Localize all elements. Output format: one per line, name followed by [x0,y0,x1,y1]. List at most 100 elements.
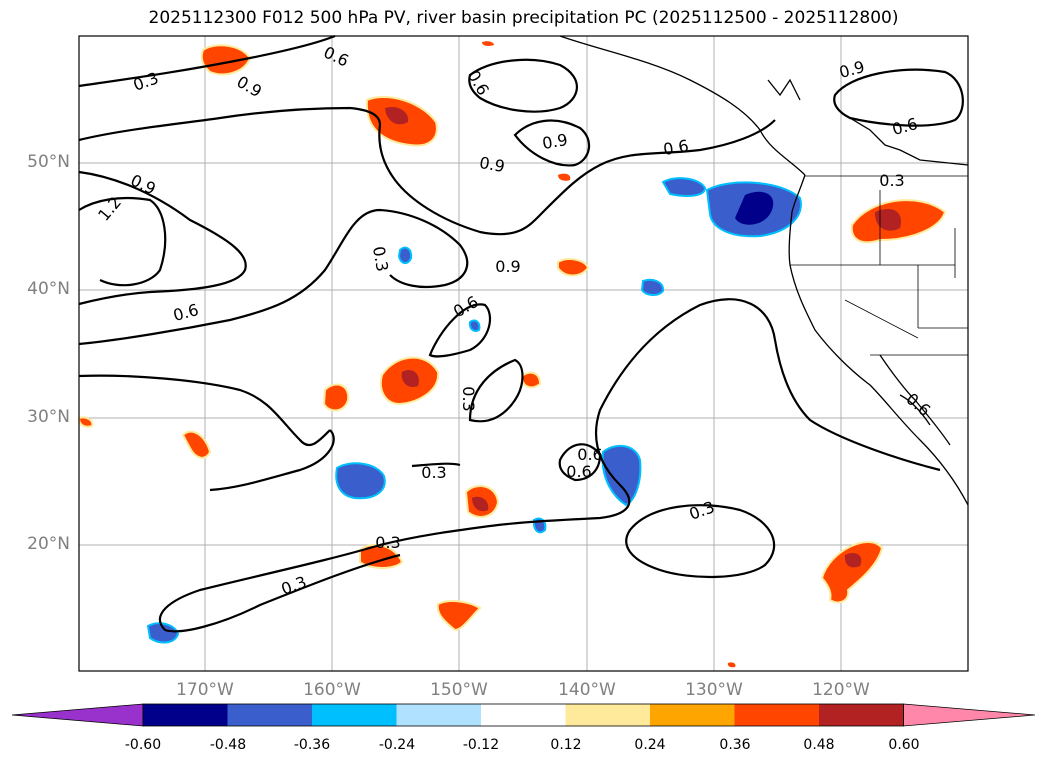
precip-core-pos [401,369,419,388]
colorbar-tick-label: -0.24 [378,737,416,753]
colorbar-tick-label: 0.12 [550,737,582,753]
coastlines [559,35,969,506]
contour-label: 0.6 [902,389,934,420]
contour-line [468,358,524,423]
colorbar-tick-label: 0.60 [888,737,920,753]
colorbar-frame [142,703,904,727]
map-title: 2025112300 F012 500 hPa PV, river basin … [148,8,899,28]
contour-line [625,504,776,579]
precip-blob-pos [557,258,590,277]
plot-area: 0.30.60.9 0.60.90.90.60.90.61.20.90.30.6 0… [77,34,969,672]
precip-blob-pos [322,383,350,412]
contour-line [558,443,602,482]
pv-contours [78,34,964,633]
contour-line [209,429,335,492]
precip-blob-neg [146,622,180,644]
alaska-islands [767,78,801,101]
precip-blob-pos [820,541,884,604]
lon-label: 120°W [812,680,870,700]
contour-line [164,553,401,633]
contour-line [158,298,941,631]
colorbar-segment [312,704,397,726]
contour-label: 0.6 [577,445,602,464]
precip-core-pos [844,553,862,568]
contour-line [833,68,964,127]
contour-label: 0.9 [495,257,520,276]
lon-label: 130°W [685,680,743,700]
contour-label: 0.3 [687,497,717,524]
political-borders [790,175,968,356]
colorbar-segment [481,704,566,726]
precip-blob-pos [727,662,736,668]
contour-line [78,374,331,447]
lon-label: 140°W [558,680,616,700]
contour-label: 0.6 [566,462,591,481]
lon-label: 150°W [430,680,488,700]
colorbar-segment [819,704,904,726]
contour-label: 0.6 [321,43,352,71]
contour-label: 0.6 [171,300,201,325]
contour-label: 0.6 [662,136,690,159]
gridlines [79,36,968,671]
lat-label: 50°N [27,152,70,172]
colorbar-extend-low [11,703,144,727]
colorbar-tick-label: 0.24 [634,737,666,753]
state-border [844,299,919,339]
contour-label: 0.9 [541,130,569,153]
precip-core-neg [735,191,774,225]
contour-label: 0.6 [464,67,493,99]
negative-precip-areas [146,177,802,644]
gulf-coast [899,394,931,426]
lon-label: 170°W [176,680,234,700]
precip-blob-pos [77,416,94,428]
contour-label: 0.9 [128,171,159,199]
contour-label: 0.3 [369,245,392,273]
lat-label: 40°N [27,279,70,299]
colorbar-segment [227,704,313,726]
colorbar-segment [734,704,820,726]
contour-labels: 0.30.60.9 0.60.90.90.60.90.61.20.90.30.6 0… [94,43,934,599]
precip-blob-neg [397,246,413,264]
precip-blob-neg [601,444,642,507]
positive-precip-areas [77,41,947,668]
precip-blob-pos [181,430,212,459]
precip-blob-neg [661,177,707,197]
precip-blob-neg [468,319,481,332]
lat-label: 30°N [27,407,70,427]
canada-border-detail [844,114,969,166]
baja-coast [879,354,951,446]
colorbar-tick-label: -0.48 [209,737,247,753]
contour-line [78,208,469,346]
precip-blob-neg [335,462,386,500]
alaska-coast [559,35,806,176]
contour-label: 0.9 [478,153,506,176]
precip-blob-pos [200,44,252,76]
contour-label: 0.3 [421,463,446,482]
colorbar-tick-label: 0.48 [803,737,835,753]
colorbar-tick-label: -0.36 [293,737,331,753]
precip-core-pos [385,106,409,125]
lon-label: 160°W [303,680,361,700]
contour-label: 0.3 [879,171,904,190]
precip-blob-neg [640,278,665,296]
contour-line [428,303,492,358]
contour-line [78,34,336,88]
contour-line [411,462,461,468]
precip-core-pos [472,496,489,512]
colorbar-tick-label: -0.12 [462,737,500,753]
contour-line [78,170,247,306]
colorbar-segment [650,704,735,726]
colorbar-segment [396,704,482,726]
contour-label: 0.3 [131,68,161,95]
contour-line [78,196,167,287]
colorbar-tick-label: -0.60 [124,737,162,753]
contour-label: 0.3 [279,572,309,599]
na-west-coast [788,174,969,506]
colorbar [11,703,1036,727]
contour-line [78,106,776,236]
contour-label: 0.9 [233,72,265,101]
contour-line [468,58,578,113]
precip-blob-pos [436,600,482,632]
contour-label: 0.3 [375,533,400,552]
precip-blob-pos [482,41,494,46]
